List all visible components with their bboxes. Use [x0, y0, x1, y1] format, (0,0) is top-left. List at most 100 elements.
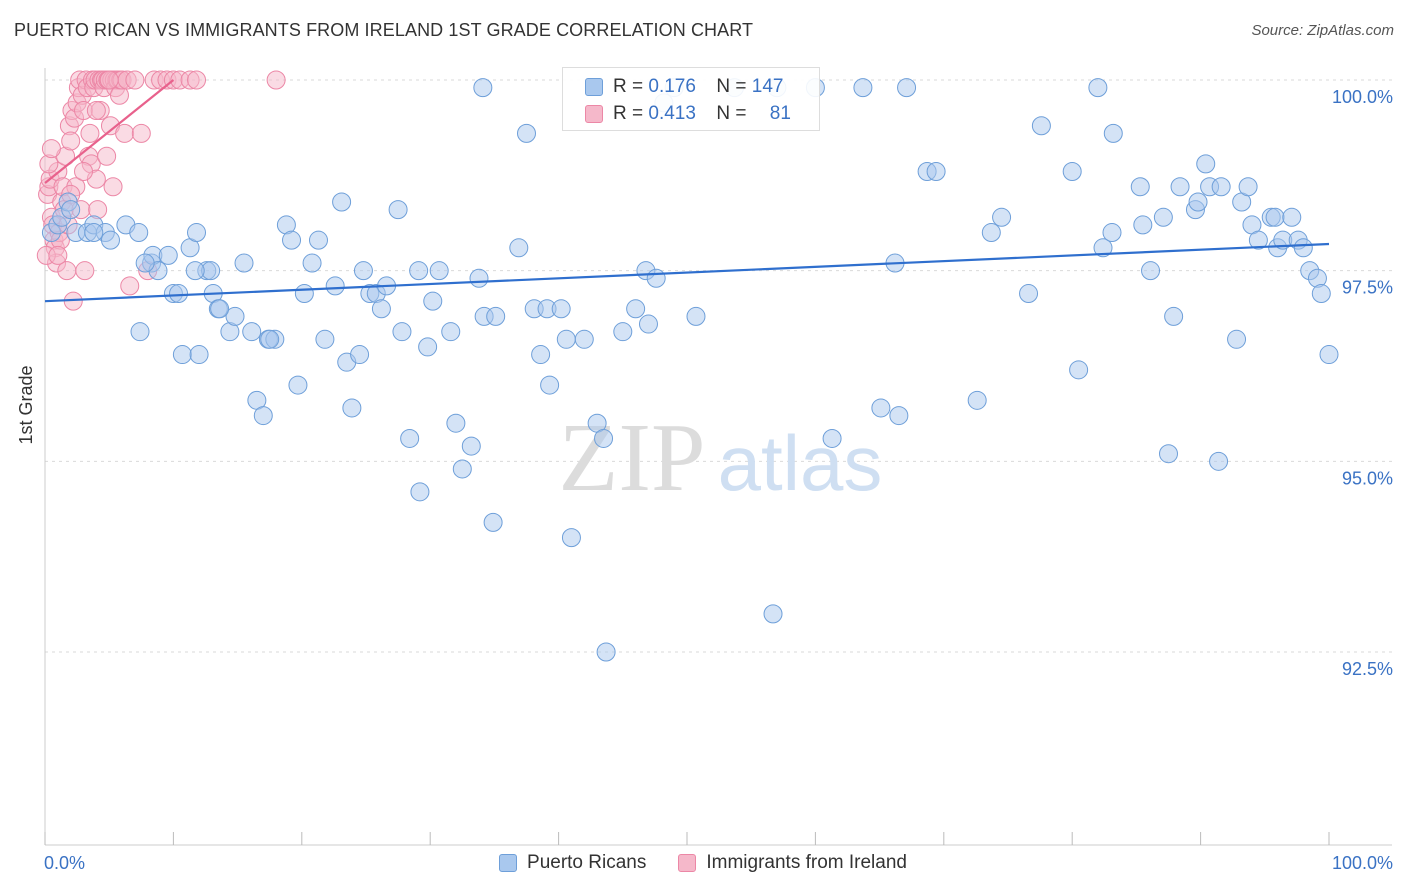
legend-row-puerto-ricans: R = 0.176 N = 147 [585, 74, 783, 100]
point-puerto-rican [446, 413, 466, 433]
point-puerto-rican [626, 299, 646, 319]
point-puerto-rican [282, 230, 302, 250]
y-axis-label: 1st Grade [16, 365, 36, 445]
point-puerto-rican [638, 314, 658, 334]
point-puerto-rican [574, 329, 594, 349]
point-puerto-rican [486, 306, 506, 326]
point-puerto-rican [1062, 162, 1082, 182]
point-puerto-rican [129, 223, 149, 243]
point-puerto-rican [531, 345, 551, 365]
point-ireland [187, 70, 207, 90]
legend-swatch-pink [678, 854, 697, 872]
point-puerto-rican [897, 78, 917, 98]
point-ireland [61, 131, 81, 151]
point-ireland [120, 276, 140, 296]
point-puerto-rican [613, 322, 633, 342]
y-tick-label: 95.0% [1342, 468, 1393, 488]
legend-label-puerto-ricans: Puerto Ricans [527, 852, 647, 873]
y-tick-label: 100.0% [1332, 87, 1393, 107]
point-puerto-rican [967, 390, 987, 410]
point-puerto-rican [1170, 177, 1190, 197]
x-tick-label: 100.0% [1332, 853, 1393, 873]
point-puerto-rican [1031, 116, 1051, 136]
series-legend: Puerto Ricans Immigrants from Ireland [0, 852, 1406, 874]
point-puerto-rican [242, 322, 262, 342]
point-puerto-rican [423, 291, 443, 311]
point-puerto-rican [371, 299, 391, 319]
legend-item-puerto-ricans[interactable]: Puerto Ricans [499, 852, 646, 874]
y-tick-label: 97.5% [1342, 278, 1393, 298]
point-puerto-rican [342, 398, 362, 418]
point-puerto-rican [302, 253, 322, 273]
point-puerto-rican [100, 230, 120, 250]
point-puerto-rican [308, 230, 328, 250]
point-puerto-rican [763, 604, 783, 624]
point-puerto-rican [1248, 230, 1268, 250]
point-puerto-rican [1164, 306, 1184, 326]
point-puerto-rican [992, 207, 1012, 227]
point-puerto-rican [889, 406, 909, 426]
point-ireland [86, 101, 106, 121]
point-puerto-rican [483, 512, 503, 532]
point-puerto-rican [392, 322, 412, 342]
point-puerto-rican [540, 375, 560, 395]
point-puerto-rican [561, 528, 581, 548]
point-puerto-rican [350, 345, 370, 365]
point-puerto-rican [332, 192, 352, 212]
point-puerto-rican [1141, 261, 1161, 281]
point-ireland [125, 70, 145, 90]
legend-n-label: N = [716, 103, 747, 124]
legend-item-ireland[interactable]: Immigrants from Ireland [678, 852, 907, 874]
stats-legend: R = 0.176 N = 147 R = 0.413 N = 81 [562, 67, 820, 131]
point-puerto-rican [1088, 78, 1108, 98]
point-puerto-rican [315, 329, 335, 349]
point-puerto-rican [210, 299, 230, 319]
point-puerto-rican [1188, 192, 1208, 212]
point-ireland [266, 70, 286, 90]
point-ireland [103, 177, 123, 197]
point-puerto-rican [288, 375, 308, 395]
point-puerto-rican [225, 306, 245, 326]
point-puerto-rican [294, 284, 314, 304]
point-puerto-rican [418, 337, 438, 357]
point-puerto-rican [594, 428, 614, 448]
legend-label-ireland: Immigrants from Ireland [706, 852, 907, 873]
point-puerto-rican [234, 253, 254, 273]
point-ireland [115, 123, 135, 143]
point-puerto-rican [981, 223, 1001, 243]
point-puerto-rican [1282, 207, 1302, 227]
point-ireland [80, 123, 100, 143]
point-puerto-rican [1130, 177, 1150, 197]
point-puerto-rican [325, 276, 345, 296]
point-puerto-rican [556, 329, 576, 349]
point-puerto-rican [1069, 360, 1089, 380]
legend-blue-n: 147 [751, 76, 784, 97]
point-puerto-rican [596, 642, 616, 662]
point-puerto-rican [517, 123, 536, 143]
point-puerto-rican [1093, 238, 1113, 258]
point-puerto-rican [1311, 284, 1331, 304]
point-ireland [48, 245, 68, 265]
point-puerto-rican [187, 223, 207, 243]
point-puerto-rican [461, 436, 481, 456]
point-puerto-rican [926, 162, 946, 182]
point-puerto-rican [185, 261, 205, 281]
tick-labels: 92.5% 95.0% 97.5% 100.0% 0.0% 100.0% [44, 87, 1393, 873]
point-puerto-rican [509, 238, 529, 258]
point-ireland [97, 146, 117, 166]
point-puerto-rican [1265, 207, 1285, 227]
point-puerto-rican [1153, 207, 1173, 227]
point-puerto-rican [388, 200, 408, 220]
point-puerto-rican [822, 428, 842, 448]
point-puerto-rican [1133, 215, 1153, 235]
point-puerto-rican [1102, 223, 1122, 243]
trendline-puerto-ricans [44, 242, 1330, 303]
point-puerto-rican [353, 261, 373, 281]
point-puerto-rican [1211, 177, 1231, 197]
point-puerto-rican [1319, 345, 1339, 365]
point-puerto-rican [84, 223, 104, 243]
point-puerto-rican [1227, 329, 1247, 349]
source-credit: Source: ZipAtlas.com [1251, 22, 1394, 39]
y-tick-label: 92.5% [1342, 659, 1393, 679]
legend-pink-n: 81 [769, 103, 791, 124]
